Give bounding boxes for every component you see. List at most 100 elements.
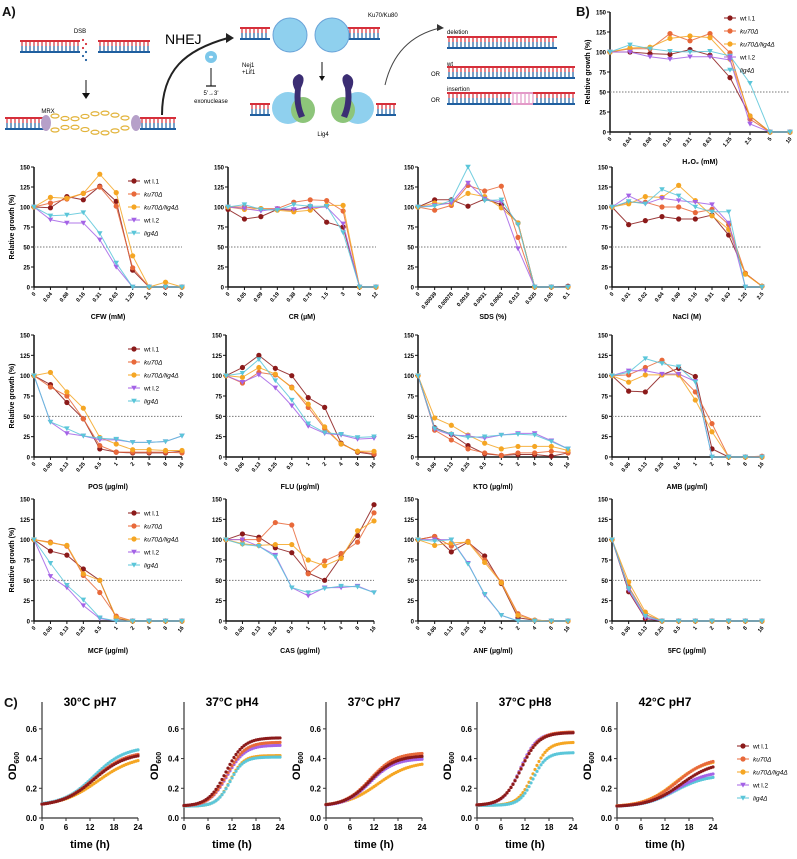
data-point: [627, 42, 633, 48]
y-tick-label: 50: [407, 415, 414, 421]
growth-chart-37c_ph7: 37°C pH7 0.0 0.2 0.4 0.6 0 6 12 18 24 time (h) OD60…: [291, 695, 427, 851]
x-tick-label: 12: [86, 823, 95, 832]
data-point: [354, 584, 361, 590]
growth-point: [571, 740, 575, 745]
data-point: [727, 57, 733, 63]
legend-marker: [131, 359, 137, 365]
y-tick-label: 100: [20, 206, 31, 212]
x-tick-label: 8: [548, 625, 555, 631]
deletion-label: deletion: [447, 30, 468, 36]
data-point: [289, 373, 295, 379]
legend-label: ku70Δ: [753, 757, 771, 764]
data-point: [146, 284, 152, 290]
y-tick-label: 0.6: [26, 725, 38, 734]
growth-point: [220, 793, 224, 797]
data-point: [80, 433, 87, 439]
y-tick-label: 0: [27, 456, 31, 462]
chart-b: 0 25 50 75 100 125 150 0 0.04 0.08 0.16 0.31 0.63 1.2…: [585, 11, 794, 167]
panel-label-c: C): [4, 695, 18, 710]
mrx-coil: [80, 113, 90, 120]
data-point: [465, 190, 471, 196]
wt-label: wt: [446, 62, 453, 68]
growth-point: [535, 769, 539, 773]
mrx-coil: [70, 116, 80, 122]
data-point: [64, 212, 70, 218]
y-axis-label: OD600: [291, 752, 305, 780]
x-tick-label: 16: [177, 625, 186, 634]
x-tick-label: 1.5: [321, 291, 331, 301]
x-tick-label: 0.1: [562, 291, 572, 301]
legend-label: ku70Δ: [740, 29, 758, 36]
y-tick-label: 25: [217, 266, 224, 272]
mrx-coil: [110, 128, 120, 134]
x-tick-label: 0.00039: [421, 291, 438, 310]
dna-mrx-right: [140, 117, 176, 130]
y-tick-label: 50: [23, 246, 30, 252]
mrx-coil: [70, 124, 80, 130]
x-tick-label: 0.13: [443, 461, 454, 473]
legend-marker: [131, 230, 137, 236]
dna-fragment: [84, 42, 88, 46]
y-tick-label: 25: [215, 435, 222, 441]
data-point: [707, 35, 713, 41]
series-wt_l2: [31, 537, 185, 624]
data-point: [47, 213, 54, 219]
data-point: [340, 221, 346, 227]
x-tick-label: 8: [742, 461, 749, 467]
data-point: [179, 433, 185, 439]
x-tick-label: 0.25: [460, 625, 471, 637]
growth-series-lig4: [475, 751, 575, 807]
data-point: [415, 373, 421, 379]
growth-point: [543, 750, 547, 755]
y-tick-label: 0.2: [310, 784, 322, 793]
series-lig4: [31, 537, 185, 624]
data-point: [305, 557, 311, 563]
data-point: [256, 364, 262, 371]
data-point: [97, 184, 103, 190]
data-point: [498, 183, 504, 189]
x-tick-label: 0: [415, 291, 422, 297]
legend-marker: [740, 743, 746, 749]
mrx-coil: [100, 110, 110, 116]
growth-point: [537, 759, 541, 764]
growth-chart-37c_ph8: 37°C pH8 0.0 0.2 0.4 0.6 0 6 12 18 24 time (h) OD60…: [442, 695, 578, 851]
x-tick-label: 0.0031: [473, 291, 488, 308]
x-tick-label: 5: [163, 291, 170, 297]
x-tick-label: 0: [40, 823, 45, 832]
data-point: [609, 204, 615, 210]
y-tick-label: 50: [601, 246, 608, 252]
growth-point: [505, 791, 509, 795]
data-point: [432, 415, 438, 421]
data-point: [31, 537, 37, 543]
x-tick-label: 0.08: [642, 136, 653, 148]
growth-point: [226, 766, 230, 770]
data-point: [647, 54, 653, 60]
growth-series-ku70lig4: [324, 762, 424, 807]
arrow-head: [82, 93, 90, 99]
x-tick-label: 0.13: [443, 625, 454, 637]
data-point: [146, 618, 152, 624]
y-tick-label: 75: [23, 395, 30, 401]
growth-point: [224, 787, 228, 791]
series-wt_l1: [223, 352, 377, 458]
data-point: [548, 448, 554, 454]
legend-label: ku70Δ/lig4Δ: [144, 373, 179, 380]
growth-series-wt_l1: [475, 731, 575, 807]
data-point: [692, 216, 698, 222]
x-tick-label: 16: [757, 461, 766, 470]
x-tick-label: 1: [692, 461, 699, 467]
mrx-coil: [50, 113, 60, 119]
data-point: [498, 613, 505, 618]
data-point: [465, 539, 471, 545]
growth-point: [136, 759, 140, 763]
series-lig4: [609, 356, 765, 460]
x-axis-label: time (h): [354, 839, 394, 851]
x-axis-label: KTO (µg/ml): [473, 484, 513, 491]
growth-point: [525, 788, 529, 792]
legend-marker: [727, 41, 733, 47]
data-point: [725, 454, 732, 460]
series-lig4: [609, 537, 765, 624]
x-tick-label: 1: [498, 625, 505, 631]
chart-kto: 0 25 50 75 100 125 150 0 0.06 0.13 0.25 0.5 1 2 4 8 16 KT…: [404, 334, 572, 492]
series-line: [33, 375, 183, 454]
